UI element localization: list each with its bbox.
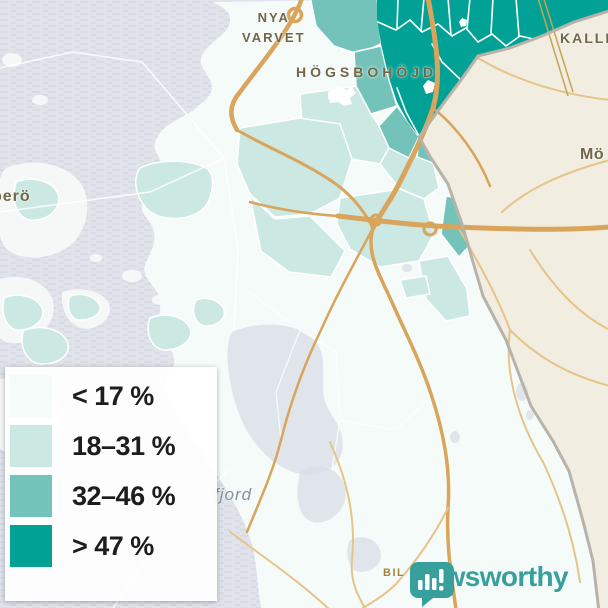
interchange xyxy=(422,221,438,237)
municipal-borders xyxy=(377,0,539,137)
legend-row: 32–46 % xyxy=(10,475,217,517)
legend-row: 18–31 % xyxy=(10,425,217,467)
roads-layer xyxy=(229,0,608,608)
legend-label: < 17 % xyxy=(72,380,154,411)
legend-row: < 17 % xyxy=(10,375,217,417)
place-label-hogsbohojd: HÖGSBOHÖJD xyxy=(296,64,438,80)
municipal-borders-south xyxy=(249,291,433,471)
data-area-boundary xyxy=(417,9,608,608)
roundabout xyxy=(286,6,304,24)
choropleth-class2-regions xyxy=(2,85,471,365)
legend-swatch-class1 xyxy=(10,375,52,417)
lake xyxy=(423,80,435,94)
newsworthy-bar-chart-bubble-icon xyxy=(410,562,454,607)
terrain-layer xyxy=(227,264,412,572)
legend-label: 32–46 % xyxy=(72,480,176,511)
place-label-bil: BIL xyxy=(383,567,406,579)
lake xyxy=(328,86,356,106)
interchange xyxy=(369,213,383,227)
place-label-fjord: fjord xyxy=(214,485,253,504)
legend-swatch-class4 xyxy=(10,525,52,567)
place-label-molndal: Mö xyxy=(580,146,605,163)
place-label-aspero: perö xyxy=(0,188,31,205)
legend-row: > 47 % xyxy=(10,525,217,567)
place-label-kallebeck: KALLE xyxy=(560,30,608,46)
legend-swatch-class2 xyxy=(10,425,52,467)
legend-swatch-class3 xyxy=(10,475,52,517)
newsworthy-logo: Newsworthy xyxy=(409,561,569,607)
place-label-nya-varvet: NYA VARVET xyxy=(242,10,306,46)
legend-label: > 47 % xyxy=(72,530,154,561)
lake xyxy=(459,18,467,27)
legend-label: 18–31 % xyxy=(72,430,176,461)
legend: < 17 % 18–31 % 32–46 % > 47 % xyxy=(5,367,217,601)
